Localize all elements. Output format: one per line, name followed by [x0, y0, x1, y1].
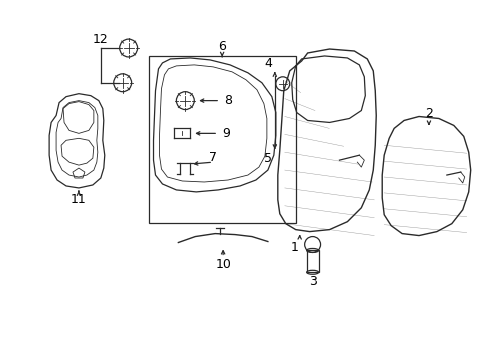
Text: 5: 5: [264, 152, 271, 165]
Text: 10: 10: [215, 258, 231, 271]
Bar: [148, 56, 295, 223]
Text: 6: 6: [218, 40, 225, 53]
Text: 11: 11: [71, 193, 87, 206]
Text: 8: 8: [224, 94, 232, 107]
Text: 3: 3: [308, 275, 316, 288]
Text: 2: 2: [424, 107, 432, 120]
Text: 1: 1: [290, 241, 298, 254]
Text: 7: 7: [209, 151, 217, 164]
Text: 4: 4: [264, 57, 271, 71]
Bar: [306, 251, 318, 272]
Text: 12: 12: [93, 33, 108, 46]
Text: 9: 9: [222, 127, 229, 140]
